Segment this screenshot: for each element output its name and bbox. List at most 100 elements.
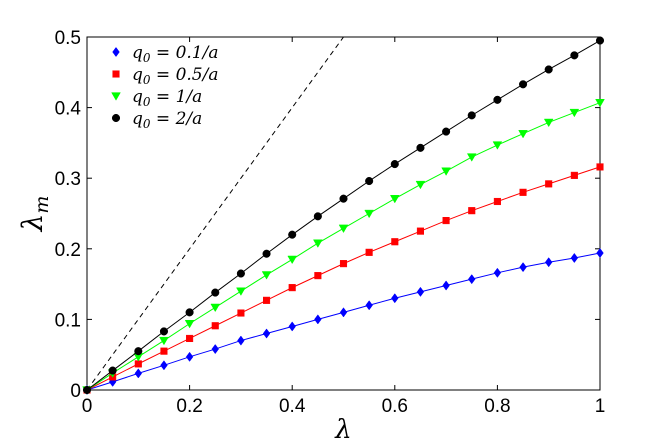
data-point <box>338 224 349 234</box>
data-point <box>211 344 219 355</box>
series-layer <box>82 36 605 396</box>
data-point <box>570 171 578 179</box>
data-point <box>288 321 296 332</box>
data-point <box>314 314 322 325</box>
x-tick-label: 1 <box>595 396 606 417</box>
y-axis-label-base: λ <box>16 214 49 233</box>
data-point <box>185 308 194 317</box>
data-point <box>544 65 553 74</box>
x-tick-label: 0 <box>82 396 93 417</box>
data-point <box>211 322 219 330</box>
data-point <box>236 287 246 296</box>
x-axis-label: λ <box>334 415 351 443</box>
data-point <box>391 238 399 246</box>
y-tick-label: 0.4 <box>55 99 82 120</box>
data-point <box>237 309 245 317</box>
y-tick-label: 0.1 <box>55 310 81 331</box>
data-point <box>160 347 168 355</box>
axis-ticks: 0 0.2 0.4 0.6 0.8 1 0 0.1 0.2 0.3 0.4 0.5 <box>55 28 606 417</box>
data-point <box>364 209 374 219</box>
data-point <box>543 118 554 128</box>
data-point <box>186 334 194 343</box>
data-point <box>442 280 450 291</box>
data-point <box>262 249 271 258</box>
data-point <box>518 130 528 139</box>
data-point <box>287 255 298 265</box>
data-point <box>184 319 195 329</box>
data-point <box>519 262 527 273</box>
y-axis-label-subscript: m <box>31 196 53 214</box>
y-tick-label: 0.5 <box>55 28 81 49</box>
data-point <box>416 286 425 297</box>
data-point <box>466 153 477 162</box>
data-point <box>441 167 451 176</box>
data-point <box>313 212 322 221</box>
data-point <box>237 335 245 346</box>
data-point <box>82 385 92 395</box>
data-point <box>493 197 501 206</box>
legend-label: q0 = 2/a <box>132 109 202 131</box>
data-point <box>416 143 425 152</box>
data-point <box>159 336 169 346</box>
data-point <box>134 360 142 368</box>
legend-marker <box>112 46 120 58</box>
data-point <box>339 260 348 268</box>
series-line <box>86 102 601 391</box>
data-point <box>236 269 245 278</box>
data-point <box>339 307 348 318</box>
data-point <box>468 274 476 285</box>
data-point <box>416 227 424 235</box>
legend-label: q0 = 0.1/a <box>132 43 218 65</box>
data-point <box>596 248 604 259</box>
data-point <box>415 180 426 190</box>
data-point <box>519 188 527 196</box>
legend-item: q0 = 1/a <box>111 87 202 109</box>
data-point <box>108 366 117 375</box>
data-point <box>468 207 476 215</box>
data-point <box>493 95 502 104</box>
y-tick-label: 0.3 <box>55 169 81 190</box>
data-point <box>314 272 322 280</box>
series-4 <box>82 36 605 395</box>
data-point <box>365 248 373 256</box>
data-point <box>159 327 168 336</box>
x-tick-label: 0.2 <box>176 396 202 417</box>
x-tick-label: 0.8 <box>484 396 510 417</box>
legend-label: q0 = 0.5/a <box>132 65 218 87</box>
data-point <box>544 257 553 268</box>
y-axis-label: λm <box>16 196 53 233</box>
legend-item: q0 = 0.5/a <box>112 65 218 87</box>
reference-dashed-line <box>86 36 344 391</box>
data-point <box>545 180 553 188</box>
data-point <box>570 252 579 263</box>
data-point <box>134 368 143 379</box>
x-tick-label: 0.4 <box>279 396 306 417</box>
data-point <box>492 141 503 150</box>
y-tick-label: 0 <box>70 381 81 402</box>
data-point <box>391 293 399 304</box>
data-point <box>210 303 221 313</box>
legend-item: q0 = 2/a <box>111 109 202 131</box>
data-point <box>442 127 451 136</box>
legend: q0 = 0.1/aq0 = 0.5/aq0 = 1/aq0 = 2/a <box>111 43 218 131</box>
legend-marker <box>111 113 121 123</box>
data-point <box>569 108 580 118</box>
data-point <box>467 111 476 120</box>
reference-line <box>86 36 344 391</box>
legend-marker <box>112 70 120 78</box>
x-tick-label: 0.6 <box>382 396 408 417</box>
data-point <box>261 271 272 280</box>
data-point <box>595 36 605 45</box>
data-point <box>493 267 502 278</box>
y-tick-label: 0.2 <box>55 240 81 261</box>
series-3 <box>82 99 605 395</box>
data-point <box>365 176 374 186</box>
data-point <box>442 217 450 225</box>
data-point <box>134 347 143 356</box>
data-point <box>288 230 297 239</box>
data-point <box>390 160 399 169</box>
legend-item: q0 = 0.1/a <box>112 43 218 65</box>
data-point <box>570 51 579 60</box>
data-point <box>160 360 168 371</box>
data-point <box>365 300 373 311</box>
